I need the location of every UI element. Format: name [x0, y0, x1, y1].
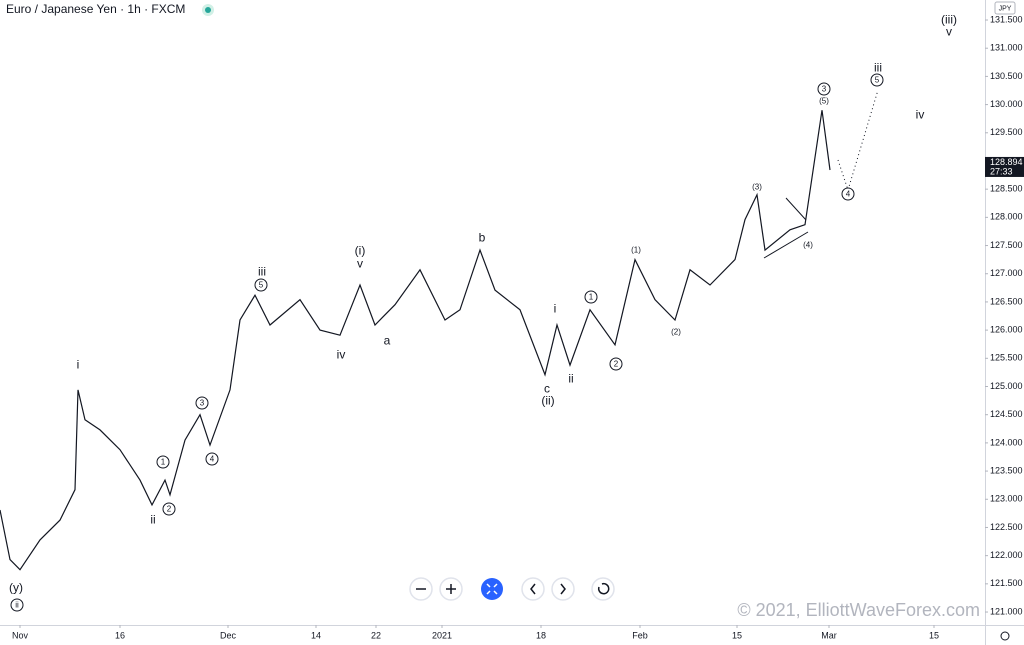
y-tick-label: 123.500: [990, 465, 1023, 475]
y-tick-label: 130.000: [990, 99, 1023, 109]
wave-circle: [817, 82, 831, 96]
y-tick-label: 121.000: [990, 606, 1023, 616]
triangle-line: [763, 231, 809, 259]
wave-label: 2: [614, 360, 619, 369]
y-tick-label: 126.500: [990, 296, 1023, 306]
wave-label: (y): [9, 581, 23, 595]
wave-label: v: [357, 257, 363, 271]
reset-scale-button[interactable]: [481, 578, 503, 600]
x-tick-label: 15: [929, 630, 939, 640]
wave-circle: [195, 396, 209, 410]
wave-circle: [162, 502, 176, 516]
y-tick-label: 131.000: [990, 43, 1023, 53]
wave-circle: [254, 278, 268, 292]
icon: [486, 583, 498, 595]
wave-label: (ii): [541, 394, 554, 408]
y-tick-label: 131.500: [990, 14, 1023, 24]
x-tick-label: Mar: [821, 630, 837, 640]
x-tick-label: 2021: [432, 630, 452, 640]
x-tick-label: Feb: [632, 630, 648, 640]
wave-circle: [609, 357, 623, 371]
wave-label: (1): [631, 246, 641, 255]
symbol-title: Euro / Japanese Yen · 1h · FXCM: [6, 2, 185, 16]
x-tick-label: Nov: [12, 630, 29, 640]
reset-button[interactable]: [591, 577, 615, 601]
status-dot-core: [205, 7, 211, 13]
wave-label: iv: [337, 348, 346, 362]
wave-label: 3: [200, 399, 205, 408]
y-tick-label: 122.000: [990, 550, 1023, 560]
wave-label: 1: [161, 458, 166, 467]
wave-circle: [156, 455, 170, 469]
x-tick-label: 16: [115, 630, 125, 640]
triangle-line: [785, 197, 807, 221]
wave-label: iii: [258, 265, 266, 279]
icon: [560, 583, 566, 595]
y-tick-label: 126.000: [990, 324, 1023, 334]
countdown-label: 27:33: [990, 166, 1013, 176]
icon: [597, 582, 610, 595]
y-tick-label: 125.000: [990, 381, 1023, 391]
wave-circle: [841, 187, 855, 201]
y-tick-label: 122.500: [990, 522, 1023, 532]
wave-label: a: [384, 334, 391, 348]
x-tick-label: 15: [732, 630, 742, 640]
y-tick-label: 124.500: [990, 409, 1023, 419]
scroll-right-button[interactable]: [551, 577, 575, 601]
wave-label: 4: [210, 455, 215, 464]
wave-label: 1: [589, 293, 594, 302]
wave-label: iii: [874, 61, 882, 75]
last-price-label: 128.894: [990, 157, 1023, 167]
wave-circle: [10, 598, 24, 612]
wave-label: (iii): [941, 13, 957, 27]
wave-circle: [584, 290, 598, 304]
wave-circle: [870, 73, 884, 87]
y-tick-label: 127.500: [990, 240, 1023, 250]
settings-button[interactable]: [1000, 631, 1010, 641]
last-price-box: [985, 156, 1024, 177]
wave-label: 5: [259, 281, 264, 290]
x-tick-label: 18: [536, 630, 546, 640]
y-tick-label: 129.500: [990, 127, 1023, 137]
toolbar: [409, 577, 615, 601]
y-tick-label: 127.000: [990, 268, 1023, 278]
wave-label: (i): [355, 244, 366, 258]
wave-label: 3: [822, 85, 827, 94]
wave-label: 4: [846, 190, 851, 199]
wave-label: ii: [568, 372, 573, 386]
y-tick-label: 125.500: [990, 353, 1023, 363]
x-tick-label: 22: [371, 630, 381, 640]
wave-label: v: [946, 25, 952, 39]
price-line: [0, 110, 831, 571]
wave-label: c: [544, 382, 550, 396]
wave-label: ii: [150, 513, 155, 527]
scroll-left-button[interactable]: [521, 577, 545, 601]
x-tick-label: 14: [311, 630, 321, 640]
wave-circle: [205, 452, 219, 466]
wave-label: (5): [819, 97, 829, 106]
wave-label: 2: [167, 505, 172, 514]
watermark: © 2021, ElliottWaveForex.com: [737, 600, 980, 620]
currency-label: JPY: [999, 5, 1012, 12]
wave-label: iv: [916, 108, 925, 122]
y-tick-label: 128.000: [990, 212, 1023, 222]
y-tick-label: 130.500: [990, 71, 1023, 81]
wave-label: i: [554, 302, 557, 316]
wave-label: ii: [15, 601, 19, 610]
wave-label: (4): [803, 241, 813, 250]
wave-label: (2): [671, 328, 681, 337]
y-tick-label: 123.000: [990, 494, 1023, 504]
x-tick-label: Dec: [220, 630, 237, 640]
wave-label: b: [479, 231, 486, 245]
y-tick-label: 124.000: [990, 437, 1023, 447]
y-tick-label: 121.500: [990, 578, 1023, 588]
currency-box: [994, 1, 1016, 15]
wave-label: i: [77, 358, 80, 372]
wave-label: 5: [875, 76, 880, 85]
icon: [530, 583, 536, 595]
wave-label: (3): [752, 183, 762, 192]
y-tick-label: 128.500: [990, 184, 1023, 194]
